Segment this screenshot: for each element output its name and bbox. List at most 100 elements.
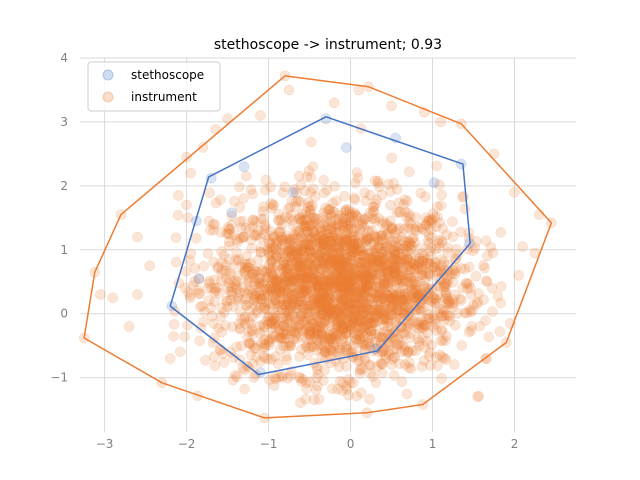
instrument-point: [301, 377, 312, 388]
instrument-point: [318, 294, 329, 306]
instrument-point: [342, 320, 354, 331]
instrument-point: [373, 181, 385, 193]
instrument-point: [326, 274, 338, 286]
instrument-point: [403, 258, 414, 270]
instrument-point: [386, 100, 397, 112]
instrument-point: [291, 261, 303, 272]
instrument-point: [320, 251, 332, 262]
instrument-point: [326, 247, 337, 259]
instrument-point: [296, 257, 307, 268]
instrument-point: [323, 246, 335, 257]
instrument-point: [248, 229, 260, 241]
instrument-point: [255, 213, 267, 225]
instrument-point: [415, 298, 426, 309]
instrument-point: [433, 242, 445, 253]
instrument-point: [382, 346, 394, 357]
instrument-point: [210, 197, 222, 209]
instrument-point: [280, 211, 291, 223]
instrument-point: [200, 355, 211, 366]
instrument-point: [254, 273, 266, 284]
instrument-point: [424, 269, 435, 280]
instrument-point: [358, 296, 370, 308]
instrument-point: [311, 233, 323, 245]
instrument-point: [485, 241, 497, 253]
instrument-point: [230, 254, 242, 266]
instrument-point: [307, 318, 319, 329]
instrument-point: [334, 253, 346, 265]
instrument-point: [297, 301, 309, 313]
instrument-point: [311, 372, 322, 384]
instrument-point: [344, 274, 356, 286]
instrument-point: [289, 267, 300, 279]
instrument-point: [254, 302, 266, 314]
instrument-point: [380, 242, 391, 253]
instrument-point: [367, 260, 379, 272]
instrument-point: [372, 291, 383, 303]
instrument-point: [365, 312, 376, 324]
instrument-point: [261, 304, 273, 316]
instrument-point: [286, 282, 298, 293]
instrument-point: [380, 292, 391, 304]
instrument-point: [328, 235, 340, 247]
instrument-point: [278, 234, 289, 246]
instrument-point: [404, 239, 416, 250]
instrument-point: [266, 244, 277, 256]
instrument-point: [449, 359, 460, 370]
instrument-point: [261, 266, 272, 277]
instrument-point: [317, 256, 328, 267]
instrument-point: [354, 305, 366, 317]
instrument-point: [293, 314, 305, 326]
instrument-point: [334, 344, 346, 355]
instrument-point: [274, 323, 285, 335]
instrument-point: [354, 291, 366, 302]
instrument-point: [340, 328, 352, 339]
instrument-point: [313, 278, 324, 289]
instrument-point: [248, 294, 260, 305]
instrument-point: [340, 275, 352, 287]
instrument-point: [334, 236, 346, 247]
instrument-point: [285, 311, 296, 322]
instrument-point: [394, 257, 406, 268]
instrument-point: [347, 230, 358, 241]
instrument-point: [358, 248, 370, 260]
instrument-point: [385, 302, 397, 313]
instrument-point: [301, 214, 312, 225]
instrument-point: [351, 270, 362, 281]
instrument-point: [298, 235, 310, 246]
instrument-point: [314, 322, 326, 333]
instrument-point: [343, 389, 354, 401]
instrument-point: [276, 231, 287, 243]
instrument-point: [392, 306, 404, 317]
instrument-point: [386, 359, 397, 370]
instrument-point: [466, 321, 477, 332]
instrument-point: [370, 269, 381, 280]
instrument-point: [355, 245, 367, 256]
instrument-point: [340, 228, 352, 240]
instrument-point: [358, 288, 370, 299]
instrument-point: [192, 284, 204, 296]
instrument-point: [339, 294, 351, 306]
instrument-point: [327, 231, 338, 242]
instrument-point: [356, 387, 367, 399]
instrument-point: [321, 275, 332, 287]
instrument-point: [262, 289, 274, 300]
instrument-point: [208, 224, 219, 236]
instrument-point: [415, 296, 427, 308]
instrument-point: [376, 293, 388, 304]
stethoscope-point: [226, 207, 237, 218]
instrument-point: [278, 299, 290, 311]
instrument-point: [401, 253, 413, 264]
instrument-point: [414, 276, 426, 287]
instrument-point: [302, 210, 314, 222]
instrument-point: [205, 225, 216, 236]
instrument-point: [324, 252, 335, 264]
instrument-point: [293, 321, 305, 333]
instrument-point: [379, 313, 390, 325]
instrument-point: [305, 286, 317, 297]
instrument-point: [273, 215, 285, 227]
instrument-point: [328, 241, 340, 253]
instrument-point: [343, 203, 355, 215]
instrument-point: [407, 345, 418, 356]
instrument-point: [325, 333, 336, 345]
instrument-point: [194, 288, 205, 300]
